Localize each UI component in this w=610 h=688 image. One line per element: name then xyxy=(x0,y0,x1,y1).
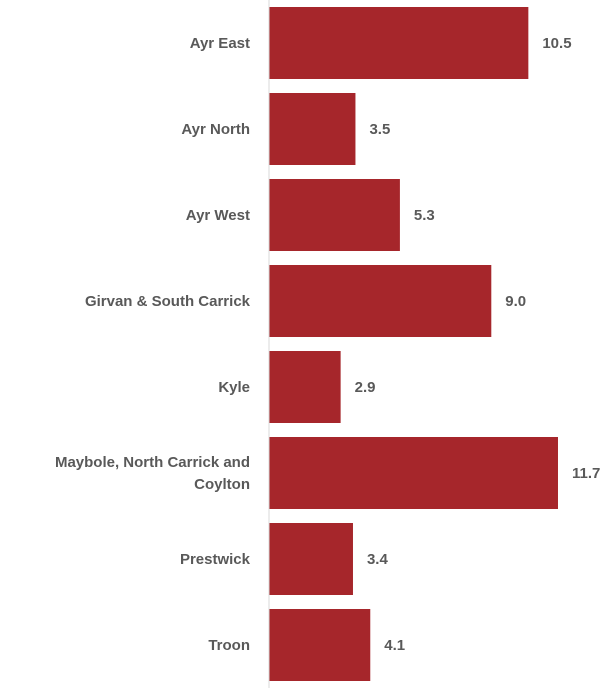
value-labels: 10.5 3.5 5.3 9.0 2.9 11.7 3.4 4.1 xyxy=(355,35,601,654)
bar xyxy=(269,7,529,79)
value-label: 9.0 xyxy=(505,293,526,310)
category-label: Prestwick xyxy=(180,551,251,568)
value-label: 5.3 xyxy=(414,207,435,224)
bar xyxy=(269,265,492,337)
category-label: Ayr West xyxy=(186,207,250,224)
bar xyxy=(269,179,400,251)
bar xyxy=(269,93,356,165)
category-label: Kyle xyxy=(218,379,250,396)
bars xyxy=(269,7,558,681)
category-labels: Ayr East Ayr North Ayr West Girvan & South … xyxy=(55,35,251,654)
value-label: 4.1 xyxy=(384,637,405,654)
category-label: Ayr East xyxy=(190,35,250,52)
value-label: 11.7 xyxy=(572,465,600,482)
bar xyxy=(269,609,371,681)
value-label: 10.5 xyxy=(542,35,571,52)
category-label: Ayr North xyxy=(181,121,250,138)
category-label: Troon xyxy=(208,637,250,654)
value-label: 3.4 xyxy=(367,551,389,568)
bar xyxy=(269,437,558,509)
value-label: 3.5 xyxy=(369,121,390,138)
bar xyxy=(269,351,341,423)
bar xyxy=(269,523,353,595)
category-label: Maybole, North Carrick and Coylton xyxy=(55,454,250,493)
category-label: Girvan & South Carrick xyxy=(85,293,251,310)
value-label: 2.9 xyxy=(355,379,376,396)
